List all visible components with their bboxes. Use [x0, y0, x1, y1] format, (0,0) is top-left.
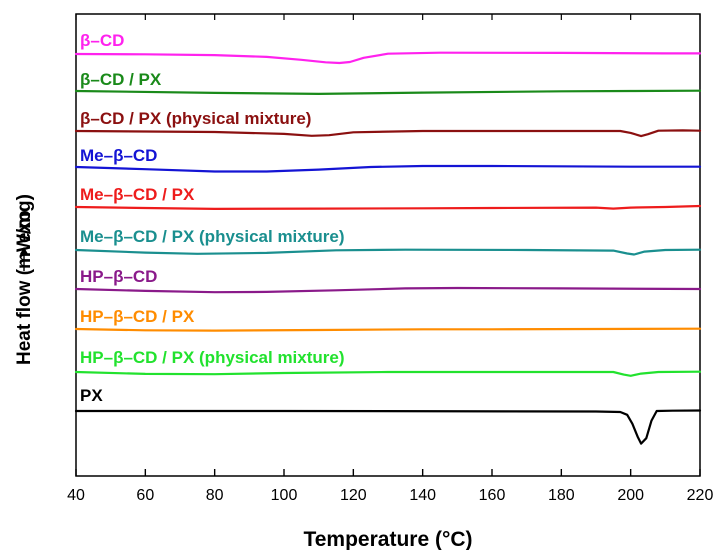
series-curve-9	[74, 370, 702, 377]
plot-frame	[75, 13, 701, 477]
x-tick-label: 80	[206, 487, 224, 504]
y-axis-title: Heat flow (mW/mg)	[14, 194, 35, 365]
series-curve-5	[74, 204, 702, 210]
exo-arrow-icon	[20, 247, 28, 254]
series-curve-7	[74, 286, 702, 294]
series-curve-8	[74, 327, 702, 332]
series-label-2: β–CD / PX	[80, 70, 162, 89]
curves-group	[74, 51, 702, 445]
x-tick-label: 40	[67, 487, 85, 504]
series-curve-1	[74, 51, 702, 65]
series-label-7: HP–β–CD	[80, 267, 157, 286]
x-tick-label: 140	[409, 487, 436, 504]
series-label-3: β–CD / PX (physical mixture)	[80, 109, 311, 128]
series-label-4: Me–β–CD	[80, 146, 157, 165]
x-tick-label: 200	[617, 487, 644, 504]
series-curve-6	[74, 248, 702, 256]
series-curve-2	[74, 89, 702, 95]
x-tick-label: 60	[136, 487, 154, 504]
series-curve-3	[74, 129, 702, 138]
x-axis-ticks: 40 60 80 100 120 140 160 180 200 220	[67, 14, 713, 504]
exo-label: exo	[14, 210, 35, 243]
series-label-10: PX	[80, 386, 103, 405]
series-curve-4	[74, 164, 702, 173]
series-label-1: β–CD	[80, 31, 124, 50]
x-tick-label: 220	[687, 487, 714, 504]
series-labels-group: β–CD β–CD / PX β–CD / PX (physical mixture…	[80, 31, 345, 405]
x-tick-label: 160	[479, 487, 506, 504]
series-label-6: Me–β–CD / PX (physical mixture)	[80, 227, 345, 246]
series-curve-10	[74, 409, 702, 445]
series-label-8: HP–β–CD / PX	[80, 307, 195, 326]
x-tick-label: 120	[340, 487, 367, 504]
x-tick-label: 100	[271, 487, 298, 504]
series-label-9: HP–β–CD / PX (physical mixture)	[80, 348, 345, 367]
x-tick-label: 180	[548, 487, 575, 504]
y-axis-title-group: Heat flow (mW/mg) exo	[14, 194, 35, 365]
series-label-5: Me–β–CD / PX	[80, 185, 195, 204]
x-axis-title: Temperature (°C)	[303, 528, 472, 550]
